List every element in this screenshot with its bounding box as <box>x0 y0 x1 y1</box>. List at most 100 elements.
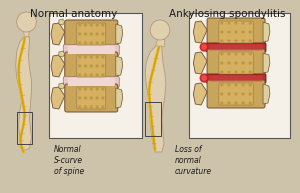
Circle shape <box>221 84 223 86</box>
Polygon shape <box>194 83 207 105</box>
Circle shape <box>96 97 98 99</box>
Circle shape <box>228 62 230 64</box>
Polygon shape <box>59 51 65 57</box>
Circle shape <box>228 40 230 42</box>
FancyBboxPatch shape <box>207 18 265 46</box>
FancyBboxPatch shape <box>77 55 106 77</box>
Bar <box>49 13 142 138</box>
Circle shape <box>96 74 98 76</box>
Circle shape <box>221 31 223 33</box>
Circle shape <box>249 40 251 42</box>
Circle shape <box>228 71 230 73</box>
Circle shape <box>79 88 81 90</box>
Text: Loss of
normal
curvature: Loss of normal curvature <box>175 145 212 176</box>
Circle shape <box>102 24 104 26</box>
Text: Ankylosing spondylitis: Ankylosing spondylitis <box>169 9 286 19</box>
Circle shape <box>102 56 104 58</box>
Circle shape <box>235 62 237 64</box>
Circle shape <box>90 33 92 35</box>
Circle shape <box>90 106 92 108</box>
Circle shape <box>235 53 237 55</box>
Circle shape <box>102 65 104 67</box>
FancyBboxPatch shape <box>206 74 266 83</box>
Circle shape <box>96 106 98 108</box>
Circle shape <box>17 12 36 32</box>
Circle shape <box>102 42 104 44</box>
Circle shape <box>221 62 223 64</box>
FancyBboxPatch shape <box>219 21 253 43</box>
Circle shape <box>96 24 98 26</box>
FancyBboxPatch shape <box>207 49 265 77</box>
FancyBboxPatch shape <box>219 83 253 105</box>
Polygon shape <box>59 83 65 89</box>
Polygon shape <box>155 39 164 46</box>
Circle shape <box>249 71 251 73</box>
Circle shape <box>79 65 81 67</box>
Circle shape <box>235 22 237 24</box>
Circle shape <box>85 106 86 108</box>
Circle shape <box>79 97 81 99</box>
FancyBboxPatch shape <box>68 46 115 54</box>
Circle shape <box>96 42 98 44</box>
FancyBboxPatch shape <box>210 75 262 81</box>
Circle shape <box>202 76 206 80</box>
Circle shape <box>242 40 244 42</box>
Circle shape <box>79 24 81 26</box>
Circle shape <box>85 33 86 35</box>
Circle shape <box>96 65 98 67</box>
Bar <box>17 112 32 144</box>
FancyBboxPatch shape <box>210 45 262 51</box>
Circle shape <box>200 43 208 51</box>
Circle shape <box>249 22 251 24</box>
Circle shape <box>79 42 81 44</box>
Circle shape <box>85 74 86 76</box>
FancyBboxPatch shape <box>63 45 119 56</box>
Circle shape <box>90 65 92 67</box>
Polygon shape <box>116 56 123 76</box>
FancyBboxPatch shape <box>77 23 106 45</box>
Circle shape <box>85 24 86 26</box>
Text: Normal anatomy: Normal anatomy <box>30 9 117 19</box>
Circle shape <box>221 40 223 42</box>
Circle shape <box>242 31 244 33</box>
FancyBboxPatch shape <box>65 20 118 48</box>
Circle shape <box>235 102 237 104</box>
Circle shape <box>85 88 86 90</box>
Circle shape <box>85 65 86 67</box>
Polygon shape <box>194 52 207 74</box>
Circle shape <box>221 93 223 95</box>
Circle shape <box>96 88 98 90</box>
Circle shape <box>85 97 86 99</box>
Circle shape <box>102 33 104 35</box>
Circle shape <box>96 33 98 35</box>
Polygon shape <box>16 37 32 150</box>
Circle shape <box>242 102 244 104</box>
FancyBboxPatch shape <box>63 76 119 87</box>
Polygon shape <box>51 23 65 45</box>
Circle shape <box>228 93 230 95</box>
FancyBboxPatch shape <box>65 52 118 80</box>
Circle shape <box>90 74 92 76</box>
FancyBboxPatch shape <box>77 87 106 109</box>
Circle shape <box>235 93 237 95</box>
Polygon shape <box>145 46 166 152</box>
Circle shape <box>79 56 81 58</box>
Circle shape <box>242 93 244 95</box>
Circle shape <box>235 84 237 86</box>
Circle shape <box>79 74 81 76</box>
Circle shape <box>96 56 98 58</box>
FancyBboxPatch shape <box>207 80 265 108</box>
Polygon shape <box>59 19 65 25</box>
Circle shape <box>242 53 244 55</box>
FancyBboxPatch shape <box>65 84 118 112</box>
Polygon shape <box>51 55 65 77</box>
Circle shape <box>79 33 81 35</box>
Circle shape <box>102 106 104 108</box>
Circle shape <box>85 42 86 44</box>
Circle shape <box>221 71 223 73</box>
Circle shape <box>90 88 92 90</box>
Text: Normal
S-curve
of spine: Normal S-curve of spine <box>54 145 84 176</box>
Circle shape <box>249 31 251 33</box>
Circle shape <box>242 62 244 64</box>
Circle shape <box>202 45 206 49</box>
